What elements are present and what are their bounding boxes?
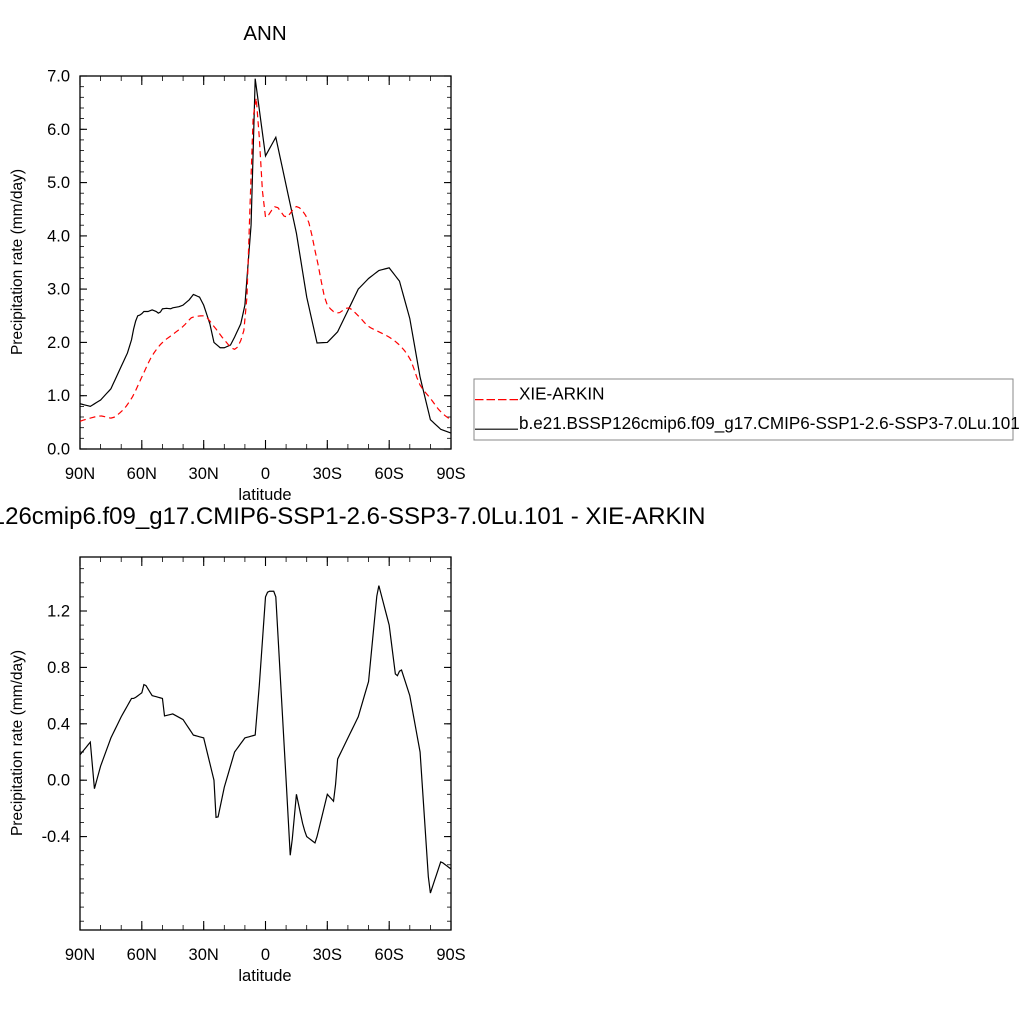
svg-text:latitude: latitude	[238, 967, 291, 985]
svg-text:5.0: 5.0	[47, 174, 70, 192]
svg-text:7.0: 7.0	[47, 68, 70, 86]
svg-text:90N: 90N	[65, 946, 95, 964]
svg-text:-0.4: -0.4	[42, 828, 70, 846]
svg-text:b.e21.BSSP126cmip6.f09_g17.CMI: b.e21.BSSP126cmip6.f09_g17.CMIP6-SSP1-2.…	[519, 414, 1020, 433]
svg-text:Precipitation rate (mm/day): Precipitation rate (mm/day)	[9, 650, 26, 836]
svg-text:0.0: 0.0	[47, 441, 70, 459]
svg-text:2.0: 2.0	[47, 334, 70, 352]
svg-text:30S: 30S	[313, 465, 342, 483]
svg-text:30N: 30N	[189, 465, 219, 483]
svg-text:30N: 30N	[189, 946, 219, 964]
svg-text:60N: 60N	[127, 946, 157, 964]
svg-text:ANN: ANN	[243, 22, 286, 45]
svg-text:Precipitation rate (mm/day): Precipitation rate (mm/day)	[9, 169, 26, 355]
svg-text:30S: 30S	[313, 946, 342, 964]
svg-text:0.8: 0.8	[47, 659, 70, 677]
svg-text:XIE-ARKIN: XIE-ARKIN	[519, 385, 605, 404]
svg-text:60S: 60S	[375, 465, 404, 483]
svg-text:4.0: 4.0	[47, 227, 70, 245]
svg-text:90N: 90N	[65, 465, 95, 483]
svg-text:1.2: 1.2	[47, 603, 70, 621]
svg-text:1.0: 1.0	[47, 387, 70, 405]
svg-text:90S: 90S	[436, 465, 465, 483]
svg-text:60S: 60S	[375, 946, 404, 964]
svg-text:6.0: 6.0	[47, 121, 70, 139]
svg-text:3.0: 3.0	[47, 281, 70, 299]
svg-text:latitude: latitude	[238, 486, 291, 504]
svg-text:0: 0	[261, 946, 270, 964]
svg-text:0.4: 0.4	[47, 715, 70, 733]
svg-text:60N: 60N	[127, 465, 157, 483]
svg-text:b.e21.BSSP126cmip6.f09_g17.CMI: b.e21.BSSP126cmip6.f09_g17.CMIP6-SSP1-2.…	[0, 503, 705, 530]
svg-text:0.0: 0.0	[47, 772, 70, 790]
svg-text:90S: 90S	[436, 946, 465, 964]
svg-text:0: 0	[261, 465, 270, 483]
